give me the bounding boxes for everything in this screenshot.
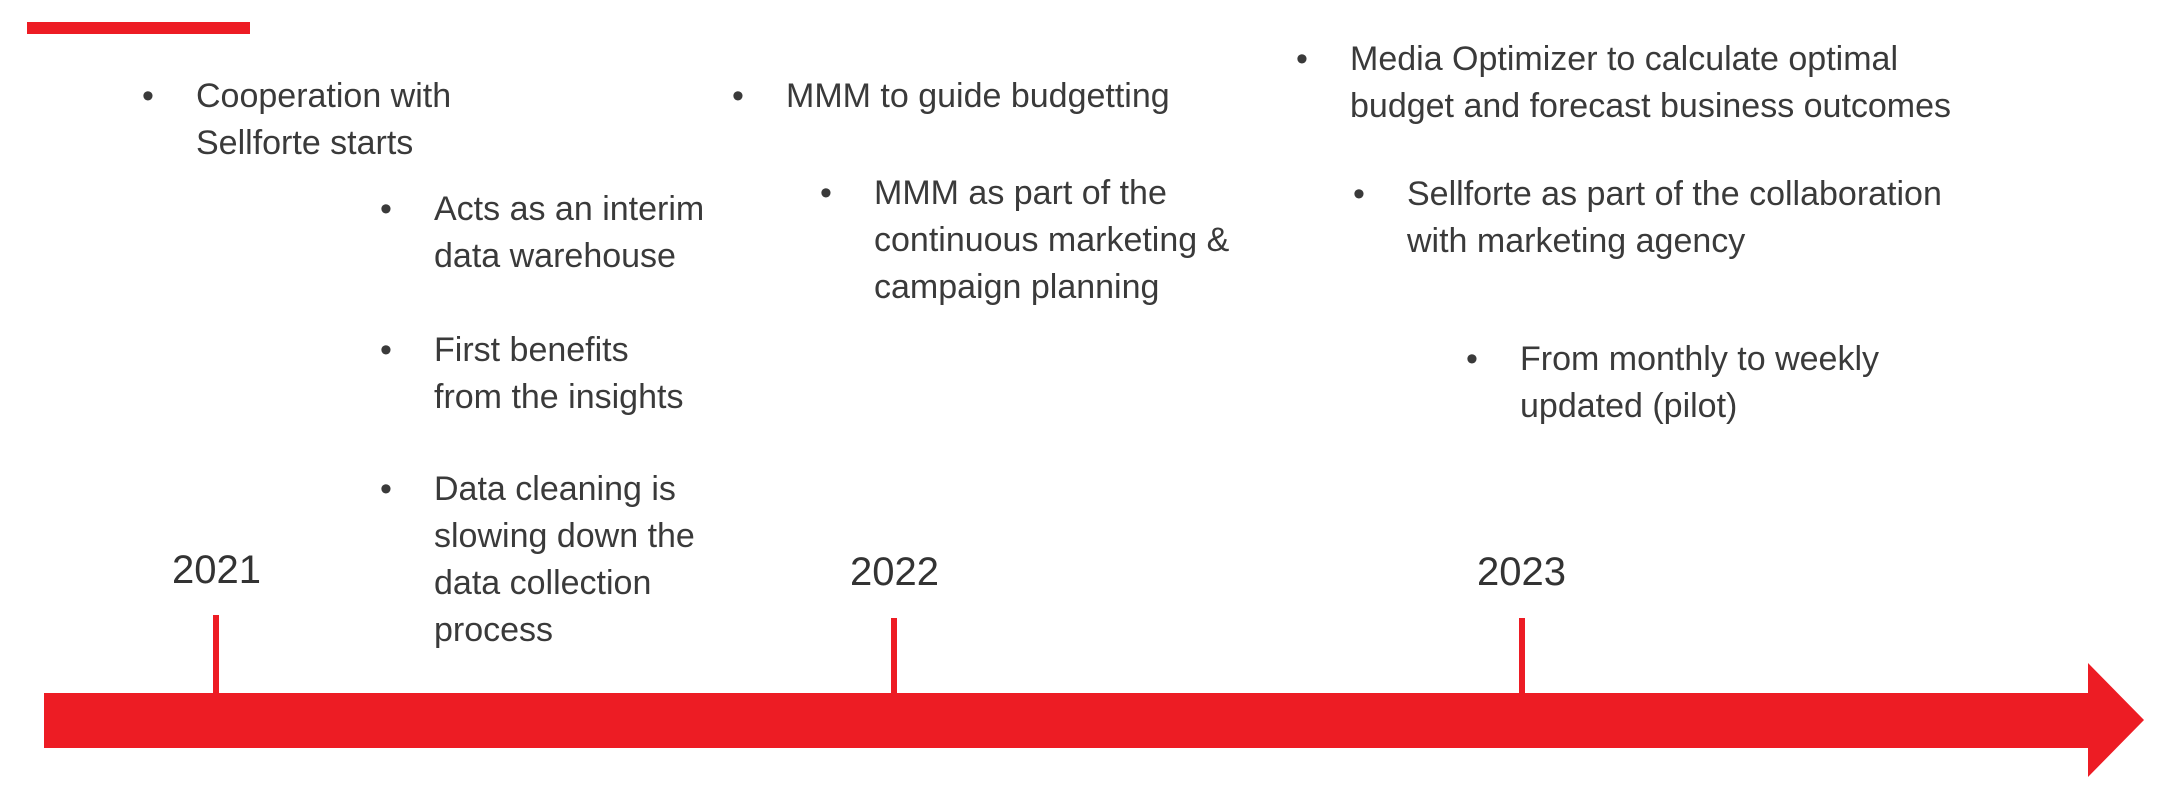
text-line: MMM to guide budgetting: [786, 77, 1170, 115]
tick-2023: [1519, 618, 1525, 695]
text-line: Acts as an interim: [434, 190, 705, 228]
list-item-text: First benefits from the insights: [434, 327, 683, 421]
list-item-text: Cooperation with Sellforte starts: [196, 73, 451, 167]
text-line: updated (pilot): [1520, 387, 1738, 425]
header-accent-bar: [27, 22, 250, 34]
text-line: Cooperation with: [196, 77, 452, 115]
text-line: Media Optimizer to calculate optimal: [1350, 40, 1899, 78]
bullet-icon: •: [820, 174, 832, 212]
bullet-icon: •: [380, 470, 392, 508]
text-line: slowing down the: [434, 517, 695, 555]
text-line: Sellforte as part of the collaboration: [1407, 175, 1942, 213]
text-line: Data cleaning is: [434, 470, 676, 508]
text-line: Sellforte starts: [196, 124, 414, 162]
text-line: First benefits: [434, 331, 629, 369]
list-item-text: Media Optimizer to calculate optimal bud…: [1350, 36, 1951, 130]
year-label-2022: 2022: [850, 550, 939, 594]
text-line: MMM as part of the: [874, 174, 1167, 212]
timeline-arrow-shape: [44, 663, 2144, 777]
list-item-text: Acts as an interim data warehouse: [434, 186, 704, 280]
text-line: with marketing agency: [1407, 222, 1746, 260]
bullet-icon: •: [732, 77, 744, 115]
year-label-2021: 2021: [172, 548, 261, 592]
text-line: data collection: [434, 564, 652, 602]
bullet-icon: •: [380, 331, 392, 369]
text-line: From monthly to weekly: [1520, 340, 1879, 378]
tick-2021: [213, 615, 219, 695]
list-item-text: Data cleaning is slowing down the data c…: [434, 466, 695, 654]
text-line: campaign planning: [874, 268, 1160, 306]
list-item-text: MMM as part of the continuous marketing …: [874, 170, 1229, 311]
bullet-icon: •: [1466, 340, 1478, 378]
year-label-2023: 2023: [1477, 550, 1566, 594]
text-line: data warehouse: [434, 237, 676, 275]
text-line: from the insights: [434, 378, 684, 416]
bullet-icon: •: [142, 77, 154, 115]
tick-2022: [891, 618, 897, 695]
text-line: budget and forecast business outcomes: [1350, 87, 1952, 125]
bullet-icon: •: [1296, 40, 1308, 78]
text-line: process: [434, 611, 554, 649]
bullet-icon: •: [1353, 175, 1365, 213]
list-item-text: From monthly to weekly updated (pilot): [1520, 336, 1879, 430]
list-item-text: MMM to guide budgetting: [786, 73, 1170, 120]
text-line: continuous marketing &: [874, 221, 1230, 259]
list-item-text: Sellforte as part of the collaboration w…: [1407, 171, 1942, 265]
bullet-icon: •: [380, 190, 392, 228]
